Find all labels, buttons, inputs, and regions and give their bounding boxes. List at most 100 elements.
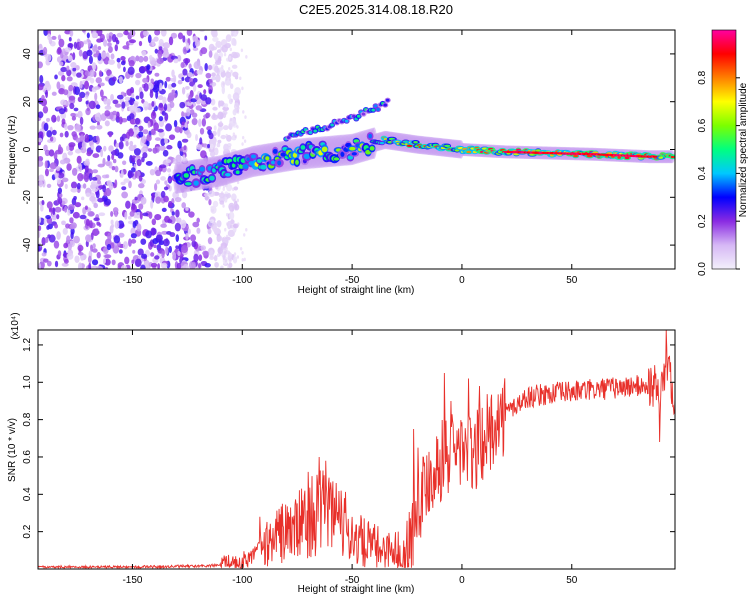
noise-speck (92, 153, 100, 159)
noise-speck (48, 149, 55, 157)
noise-speck (236, 255, 240, 259)
noise-speck (89, 77, 95, 84)
noise-speck (128, 215, 132, 220)
x-tick-label: -150 (122, 275, 142, 286)
noise-speck (228, 259, 231, 264)
noise-speck (160, 138, 166, 147)
noise-speck (134, 196, 138, 201)
noise-speck (141, 253, 148, 259)
x-tick-label: -150 (122, 575, 142, 586)
noise-speck (162, 96, 167, 105)
noise-speck (54, 149, 62, 155)
noise-speck (83, 173, 90, 183)
noise-speck (227, 93, 232, 100)
noise-speck (146, 64, 151, 71)
noise-speck (91, 248, 98, 253)
noise-speck (138, 40, 143, 47)
noise-speck (125, 200, 131, 209)
noise-speck (93, 217, 100, 222)
noise-speck (212, 200, 219, 208)
noise-speck (133, 144, 137, 149)
noise-speck (115, 39, 120, 45)
noise-speck (233, 38, 237, 47)
noise-speck (88, 262, 92, 269)
noise-speck (239, 76, 242, 81)
noise-speck (57, 187, 63, 194)
noise-speck (226, 43, 230, 48)
noise-speck (147, 34, 152, 44)
noise-speck (106, 69, 112, 77)
branch-blob (376, 107, 380, 111)
noise-speck (148, 54, 153, 61)
noise-speck (144, 106, 148, 111)
noise-speck (205, 112, 211, 118)
colorbar-tick-label: 0.2 (697, 214, 708, 228)
noise-speck (241, 86, 244, 91)
noise-speck (56, 115, 61, 122)
noise-speck (38, 262, 42, 269)
colorbar-frame (711, 29, 737, 270)
noise-speck (180, 219, 187, 229)
noise-speck (166, 168, 172, 173)
noise-speck (167, 92, 175, 102)
noise-speck (192, 221, 200, 228)
noise-speck (200, 150, 207, 159)
trace-blob (617, 156, 622, 159)
noise-speck (60, 99, 67, 106)
trace-blob (340, 151, 345, 157)
noise-speck (62, 48, 66, 55)
chart-title: C2E5.2025.314.08.18.R20 (299, 2, 453, 17)
noise-speck (45, 117, 51, 122)
trace-blob (300, 145, 306, 150)
trace-blob (260, 164, 267, 170)
noise-speck (107, 154, 111, 162)
noise-speck (165, 76, 171, 82)
noise-speck (173, 58, 179, 64)
noise-speck (191, 112, 198, 118)
noise-speck (168, 245, 172, 254)
snr-exponent: (x10⁴) (10, 312, 21, 339)
noise-speck (41, 237, 46, 246)
noise-speck (199, 127, 205, 135)
trace-blob (256, 158, 262, 163)
noise-speck (150, 252, 155, 257)
trace-blob (250, 154, 257, 159)
noise-speck (211, 76, 217, 81)
noise-speck (49, 168, 54, 173)
noise-speck (58, 108, 66, 115)
noise-speck (70, 181, 78, 189)
noise-speck (181, 77, 185, 82)
noise-speck (171, 82, 177, 88)
noise-speck (171, 69, 175, 78)
noise-speck (166, 231, 172, 235)
trace-core (652, 155, 658, 158)
noise-speck (79, 163, 83, 173)
noise-speck (185, 58, 189, 66)
noise-speck (54, 223, 58, 229)
noise-speck (151, 100, 155, 107)
noise-speck (66, 76, 73, 82)
noise-speck (171, 89, 176, 94)
noise-speck (78, 262, 83, 269)
noise-speck (69, 224, 76, 230)
noise-speck (224, 249, 227, 254)
noise-speck (85, 100, 89, 105)
noise-speck (67, 243, 72, 251)
noise-speck (128, 180, 132, 189)
noise-speck (121, 101, 126, 109)
noise-speck (83, 160, 91, 166)
noise-speck (230, 98, 234, 103)
noise-speck (155, 179, 161, 185)
noise-speck (232, 92, 240, 101)
noise-speck (221, 85, 226, 95)
noise-speck (64, 183, 68, 190)
noise-speck (203, 89, 207, 95)
noise-speck (175, 209, 180, 218)
noise-speck (89, 220, 93, 229)
noise-speck (213, 52, 219, 60)
trace-blob (277, 160, 282, 166)
noise-speck (155, 196, 162, 204)
noise-speck (216, 68, 220, 77)
noise-speck (111, 154, 115, 160)
noise-speck (51, 129, 57, 136)
